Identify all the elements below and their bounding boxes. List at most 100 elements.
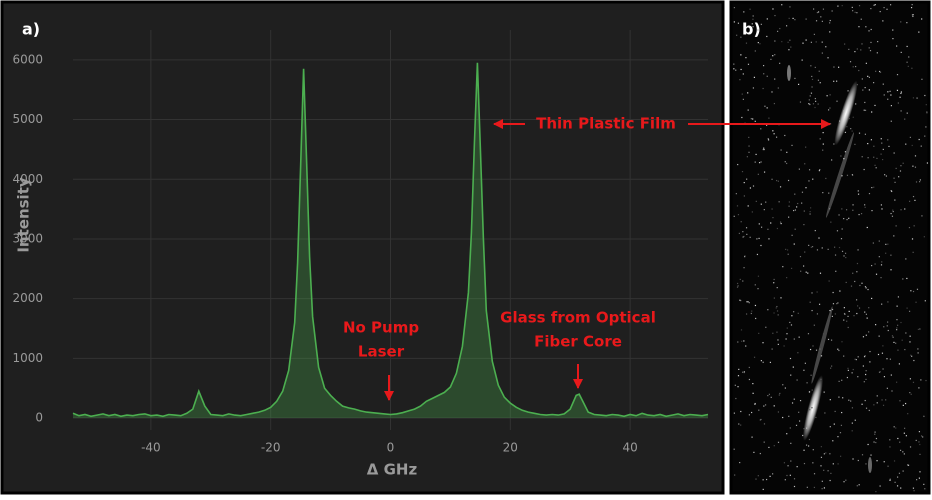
noise-speck xyxy=(912,97,915,99)
noise-speck xyxy=(915,181,918,183)
noise-speck xyxy=(893,460,896,462)
noise-speck xyxy=(767,139,770,141)
noise-speck xyxy=(805,444,808,446)
noise-speck xyxy=(854,280,856,283)
noise-speck xyxy=(867,443,869,446)
noise-speck xyxy=(858,132,861,134)
noise-speck xyxy=(742,231,744,233)
noise-speck xyxy=(747,205,749,207)
noise-speck xyxy=(896,476,899,478)
noise-speck xyxy=(857,356,859,358)
noise-speck xyxy=(763,148,765,151)
noise-speck xyxy=(905,258,907,260)
noise-speck xyxy=(766,107,768,109)
noise-speck xyxy=(867,75,869,77)
noise-speck xyxy=(877,40,879,43)
noise-speck xyxy=(790,267,793,270)
noise-speck xyxy=(826,95,828,97)
noise-speck xyxy=(752,87,755,89)
noise-speck xyxy=(789,474,791,476)
annotation: Glass from Optical xyxy=(500,309,656,327)
noise-speck xyxy=(857,459,859,462)
noise-speck xyxy=(791,402,794,404)
noise-speck xyxy=(785,25,788,27)
noise-speck xyxy=(766,75,768,77)
noise-speck xyxy=(921,215,923,217)
noise-speck xyxy=(843,255,845,257)
noise-speck xyxy=(812,449,814,451)
noise-speck xyxy=(865,334,867,336)
noise-speck xyxy=(903,432,905,434)
noise-speck xyxy=(763,405,765,407)
noise-speck xyxy=(775,307,777,309)
noise-speck xyxy=(867,288,869,291)
noise-speck xyxy=(846,320,848,322)
noise-speck xyxy=(824,412,826,414)
noise-speck xyxy=(863,109,865,111)
noise-speck xyxy=(911,144,913,147)
noise-speck xyxy=(770,396,772,398)
noise-speck xyxy=(889,479,891,481)
noise-speck xyxy=(891,335,894,337)
noise-speck xyxy=(864,206,866,208)
noise-speck xyxy=(895,427,897,429)
noise-speck xyxy=(760,203,762,205)
noise-speck xyxy=(767,309,769,311)
noise-speck xyxy=(733,6,736,9)
noise-speck xyxy=(898,472,901,474)
noise-speck xyxy=(750,312,752,315)
noise-speck xyxy=(738,368,740,370)
noise-speck xyxy=(813,486,816,489)
noise-speck xyxy=(833,143,835,145)
noise-speck xyxy=(855,359,857,361)
noise-speck xyxy=(885,243,887,245)
noise-speck xyxy=(834,410,836,413)
noise-speck xyxy=(878,371,881,373)
noise-speck xyxy=(790,442,792,444)
noise-speck xyxy=(856,485,858,487)
noise-speck xyxy=(787,41,789,43)
noise-speck xyxy=(837,302,839,304)
noise-speck xyxy=(848,399,850,401)
noise-speck xyxy=(815,100,817,102)
noise-speck xyxy=(760,23,762,25)
noise-speck xyxy=(894,481,896,483)
noise-speck xyxy=(736,205,739,207)
noise-speck xyxy=(922,436,924,438)
noise-speck xyxy=(823,453,825,455)
noise-speck xyxy=(776,30,779,32)
noise-speck xyxy=(839,432,842,434)
noise-speck xyxy=(820,355,823,357)
noise-speck xyxy=(823,469,825,471)
noise-speck xyxy=(909,136,911,138)
noise-speck xyxy=(822,8,825,10)
noise-speck xyxy=(762,87,764,90)
noise-speck xyxy=(772,8,774,10)
noise-speck xyxy=(751,211,753,213)
noise-speck xyxy=(799,399,802,402)
noise-speck xyxy=(784,134,786,137)
noise-speck xyxy=(786,333,788,335)
noise-speck xyxy=(858,213,860,216)
noise-speck xyxy=(887,243,889,245)
noise-speck xyxy=(815,20,818,22)
noise-speck xyxy=(751,23,753,25)
noise-speck xyxy=(763,209,765,211)
noise-speck xyxy=(804,251,806,253)
noise-speck xyxy=(862,365,864,367)
noise-speck xyxy=(861,156,863,158)
noise-speck xyxy=(807,333,810,335)
noise-speck xyxy=(828,280,830,282)
noise-speck xyxy=(846,126,848,128)
noise-speck xyxy=(926,112,928,114)
noise-speck xyxy=(773,278,775,281)
noise-speck xyxy=(805,18,807,20)
noise-speck xyxy=(800,270,802,272)
noise-speck xyxy=(815,41,817,43)
noise-speck xyxy=(821,480,823,482)
noise-speck xyxy=(919,328,921,330)
noise-speck xyxy=(904,118,906,120)
noise-speck xyxy=(875,490,877,493)
noise-speck xyxy=(811,78,814,80)
noise-speck xyxy=(879,10,881,13)
